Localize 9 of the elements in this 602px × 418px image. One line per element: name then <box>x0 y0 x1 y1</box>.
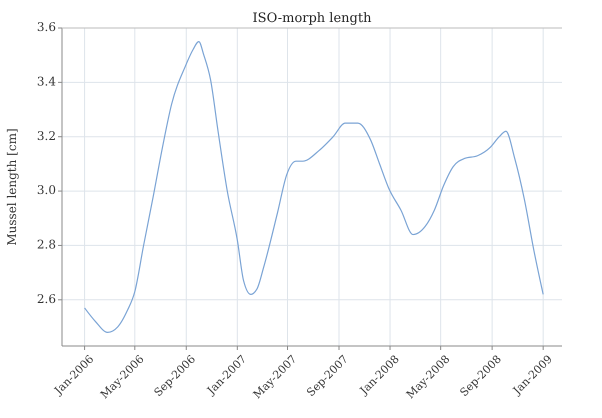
chart-title: ISO-morph length <box>252 11 372 26</box>
line-series <box>84 40 544 334</box>
y-tick-label: 3.6 <box>36 20 56 34</box>
y-tick-label: 3.4 <box>36 74 56 88</box>
y-tick-label: 3.0 <box>36 183 56 198</box>
y-tick-label: 2.8 <box>36 238 56 252</box>
y-axis-title: Mussel length [cm] <box>5 128 19 246</box>
y-tick-label: 2.6 <box>36 292 56 306</box>
y-tick-label: 3.2 <box>36 128 56 143</box>
